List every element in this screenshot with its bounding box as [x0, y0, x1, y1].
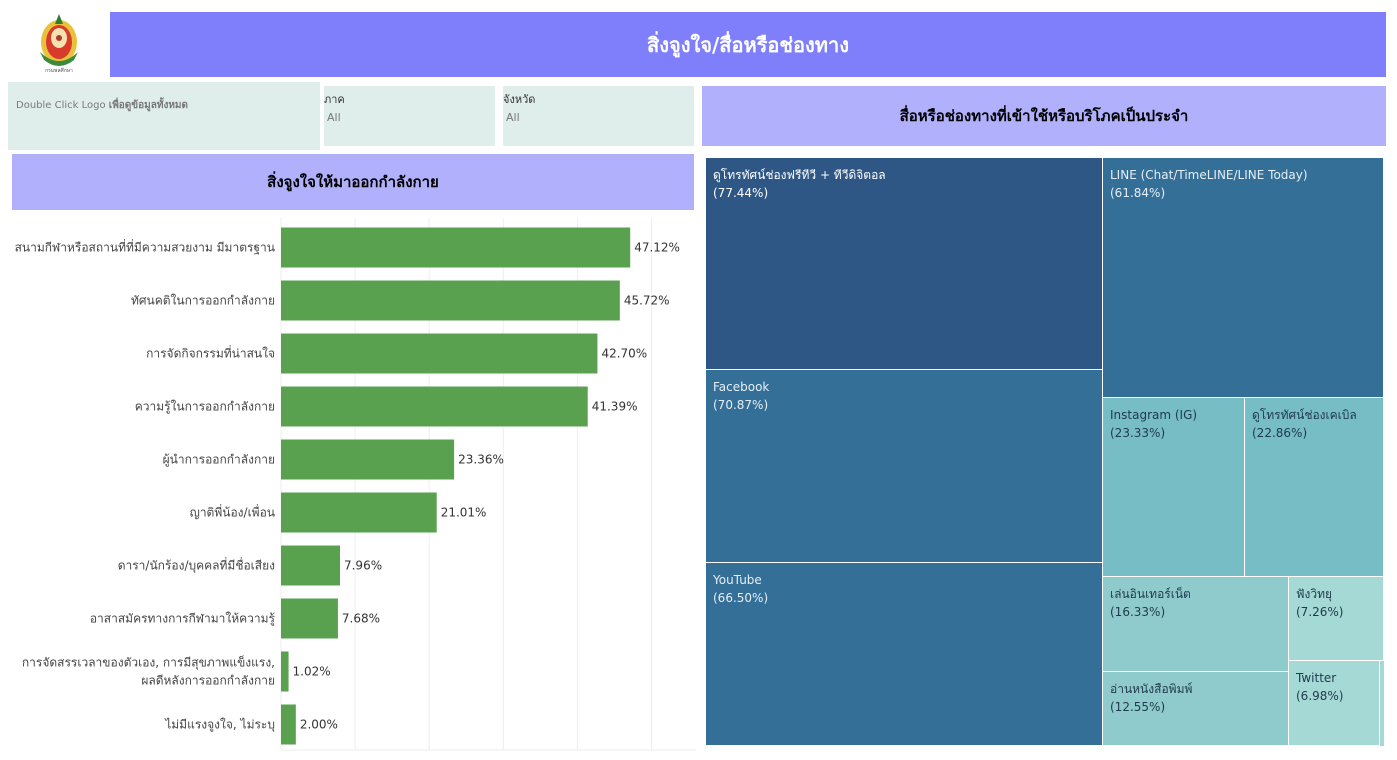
- data-label: 21.01%: [441, 506, 487, 520]
- data-label: 2.00%: [300, 718, 338, 732]
- hint-prefix: Double Click Logo: [16, 100, 109, 111]
- treemap-cell[interactable]: อ่านหนังสือพิมพ์ (12.55%): [1103, 672, 1289, 746]
- treemap-value: (6.98%): [1296, 689, 1344, 703]
- treemap-cell[interactable]: ดูโทรทัศน์ช่องฟรีทีวี + ทีวีดิจิตอล (77.4…: [706, 158, 1103, 370]
- treemap-label: เล่นอินเทอร์เน็ต: [1110, 587, 1191, 601]
- treemap-cell[interactable]: ดูโทรทัศน์ช่องเคเบิล (22.86%): [1245, 398, 1384, 577]
- treemap-value: (66.50%): [713, 591, 769, 605]
- region-filter-label: ภาค: [324, 93, 345, 106]
- category-label: ดารา/นักร้อง/บุคคลที่มีชื่อเสียง: [118, 557, 275, 574]
- category-label: ผู้นำการออกกำลังกาย: [163, 453, 275, 468]
- data-label: 45.72%: [624, 294, 670, 308]
- data-label: 41.39%: [592, 400, 638, 414]
- motivation-bar-chart: สนามกีฬาหรือสถานที่ที่มีความสวยงาม มีมาต…: [15, 218, 696, 751]
- bar[interactable]: [281, 333, 598, 374]
- bar[interactable]: [281, 227, 631, 268]
- bar[interactable]: [281, 651, 289, 692]
- category-label: การจัดสรรเวลาของตัวเอง, การมีสุขภาพแข็งแ…: [22, 655, 275, 688]
- data-label: 23.36%: [458, 453, 504, 467]
- bar[interactable]: [281, 704, 296, 745]
- treemap-label: ดูโทรทัศน์ช่องฟรีทีวี + ทีวีดิจิตอล: [713, 168, 886, 182]
- treemap-value: (7.26%): [1296, 605, 1344, 619]
- category-label: ความรู้ในการออกกำลังกาย: [135, 400, 275, 415]
- category-label: ญาติพี่น้อง/เพื่อน: [190, 504, 275, 520]
- treemap-value: (61.84%): [1110, 186, 1166, 200]
- treemap-label: อ่านหนังสือพิมพ์: [1110, 682, 1193, 696]
- logo-caption: กรมพลศึกษา: [45, 68, 73, 74]
- data-label: 1.02%: [293, 665, 331, 679]
- treemap-value: (16.33%): [1110, 605, 1166, 619]
- channel-treemap-title: สื่อหรือช่องทางที่เข้าใช้หรือบริโภคเป็นป…: [702, 86, 1386, 146]
- category-label: สนามกีฬาหรือสถานที่ที่มีความสวยงาม มีมาต…: [15, 239, 275, 255]
- category-label: ทัศนคติในการออกกำลังกาย: [131, 294, 275, 308]
- treemap-label: Facebook: [713, 380, 770, 394]
- data-label: 7.68%: [342, 612, 380, 626]
- motivation-chart-title: สิ่งจูงใจให้มาออกกำลังกาย: [12, 154, 694, 210]
- department-emblem-icon[interactable]: กรมพลศึกษา: [30, 12, 88, 78]
- page-title: สิ่งจูงใจ/สื่อหรือช่องทาง: [110, 12, 1386, 77]
- treemap-value: (23.33%): [1110, 426, 1166, 440]
- province-filter-label: จังหวัด: [503, 93, 536, 106]
- treemap-value: (70.87%): [713, 398, 769, 412]
- treemap-cell[interactable]: YouTube (66.50%): [706, 563, 1103, 746]
- category-label: ไม่มีแรงจูงใจ, ไม่ระบุ: [164, 718, 275, 733]
- region-filter[interactable]: ภาค All: [324, 86, 495, 146]
- treemap-label: ฟังวิทยุ: [1296, 587, 1333, 601]
- treemap-value: (12.55%): [1110, 700, 1166, 714]
- province-filter-value[interactable]: All: [506, 111, 520, 124]
- treemap-value: (22.86%): [1252, 426, 1308, 440]
- treemap-label: Twitter: [1296, 671, 1337, 685]
- data-label: 7.96%: [344, 559, 382, 573]
- treemap-cell[interactable]: Twitter (6.98%): [1289, 661, 1380, 746]
- bar[interactable]: [281, 439, 455, 480]
- region-filter-value[interactable]: All: [327, 111, 341, 124]
- treemap-cell[interactable]: Instagram (IG) (23.33%): [1103, 398, 1245, 577]
- treemap-label: ดูโทรทัศน์ช่องเคเบิล: [1252, 408, 1357, 422]
- data-label: 47.12%: [634, 241, 680, 255]
- treemap-cell[interactable]: Facebook (70.87%): [706, 370, 1103, 563]
- treemap-remainder: [1380, 661, 1384, 746]
- treemap-cell[interactable]: LINE (Chat/TimeLINE/LINE Today) (61.84%): [1103, 158, 1384, 398]
- category-label: อาสาสมัครทางการกีฬามาให้ความรู้: [90, 612, 276, 627]
- bar[interactable]: [281, 386, 588, 427]
- treemap-label: LINE (Chat/TimeLINE/LINE Today): [1110, 168, 1308, 182]
- treemap-cell[interactable]: ฟังวิทยุ (7.26%): [1289, 577, 1384, 661]
- bar[interactable]: [281, 280, 620, 321]
- treemap-value: (77.44%): [713, 186, 769, 200]
- data-label: 42.70%: [601, 347, 647, 361]
- hint-box: Double Click Logo เพื่อดูข้อมูลทั้งหมด: [8, 82, 320, 150]
- treemap-label: Instagram (IG): [1110, 408, 1198, 422]
- channel-treemap: ดูโทรทัศน์ช่องฟรีทีวี + ทีวีดิจิตอล (77.4…: [706, 158, 1384, 746]
- bar[interactable]: [281, 545, 340, 586]
- province-filter[interactable]: จังหวัด All: [503, 86, 694, 146]
- hint-suffix: เพื่อดูข้อมูลทั้งหมด: [108, 100, 189, 111]
- bar[interactable]: [281, 598, 338, 639]
- category-label: การจัดกิจกรรมที่น่าสนใจ: [146, 345, 275, 361]
- treemap-label: YouTube: [713, 573, 762, 587]
- treemap-cell[interactable]: เล่นอินเทอร์เน็ต (16.33%): [1103, 577, 1289, 672]
- bar[interactable]: [281, 492, 437, 533]
